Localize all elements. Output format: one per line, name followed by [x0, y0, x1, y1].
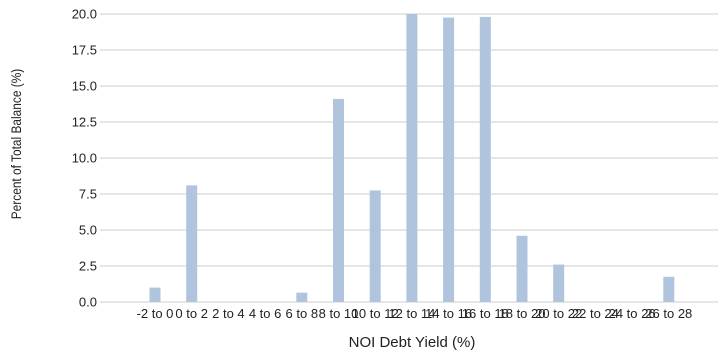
bar: [516, 235, 528, 302]
y-tick-label: 5.0: [79, 223, 97, 238]
bar: [663, 276, 675, 302]
y-axis-title: Percent of Total Balance (%): [8, 69, 24, 220]
x-tick-label: 10 to 12: [352, 306, 399, 321]
y-axis-ticks: 0.0 2.5 5.0 7.5 10.0 12.5 15.0 17.5 20.0: [72, 7, 97, 310]
x-tick-label: 8 to 10: [319, 306, 359, 321]
bars: [149, 14, 675, 303]
x-tick-label: 0 to 2: [175, 306, 208, 321]
y-tick-label: 2.5: [79, 259, 97, 274]
x-tick-label: 16 to 18: [462, 306, 509, 321]
y-tick-label: 7.5: [79, 187, 97, 202]
x-tick-label: 24 to 26: [609, 306, 656, 321]
x-tick-label: 20 to 22: [535, 306, 582, 321]
x-tick-label: 26 to 28: [645, 306, 692, 321]
bar: [186, 185, 198, 302]
bar: [443, 17, 455, 302]
y-tick-label: 0.0: [79, 295, 97, 310]
y-tick-label: 17.5: [72, 43, 97, 58]
bar: [369, 190, 381, 302]
bar: [333, 98, 344, 303]
y-tick-label: 12.5: [72, 115, 97, 130]
bar: [553, 264, 565, 302]
bar: [296, 292, 308, 302]
x-tick-label: 4 to 6: [249, 306, 282, 321]
y-tick-label: 20.0: [72, 7, 97, 22]
x-tick-label: 6 to 8: [286, 306, 319, 321]
x-tick-label: 12 to 14: [388, 306, 435, 321]
x-tick-label: 18 to 20: [499, 306, 546, 321]
x-tick-label: 2 to 4: [212, 306, 245, 321]
x-tick-label: 22 to 24: [572, 306, 619, 321]
x-tick-label: -2 to 0: [137, 306, 174, 321]
bar: [406, 14, 418, 302]
x-tick-label: 14 to 16: [425, 306, 472, 321]
y-tick-label: 10.0: [72, 151, 97, 166]
bar: [479, 16, 491, 302]
x-axis-title: NOI Debt Yield (%): [349, 334, 476, 351]
y-tick-label: 15.0: [72, 79, 97, 94]
bar: [149, 287, 161, 302]
